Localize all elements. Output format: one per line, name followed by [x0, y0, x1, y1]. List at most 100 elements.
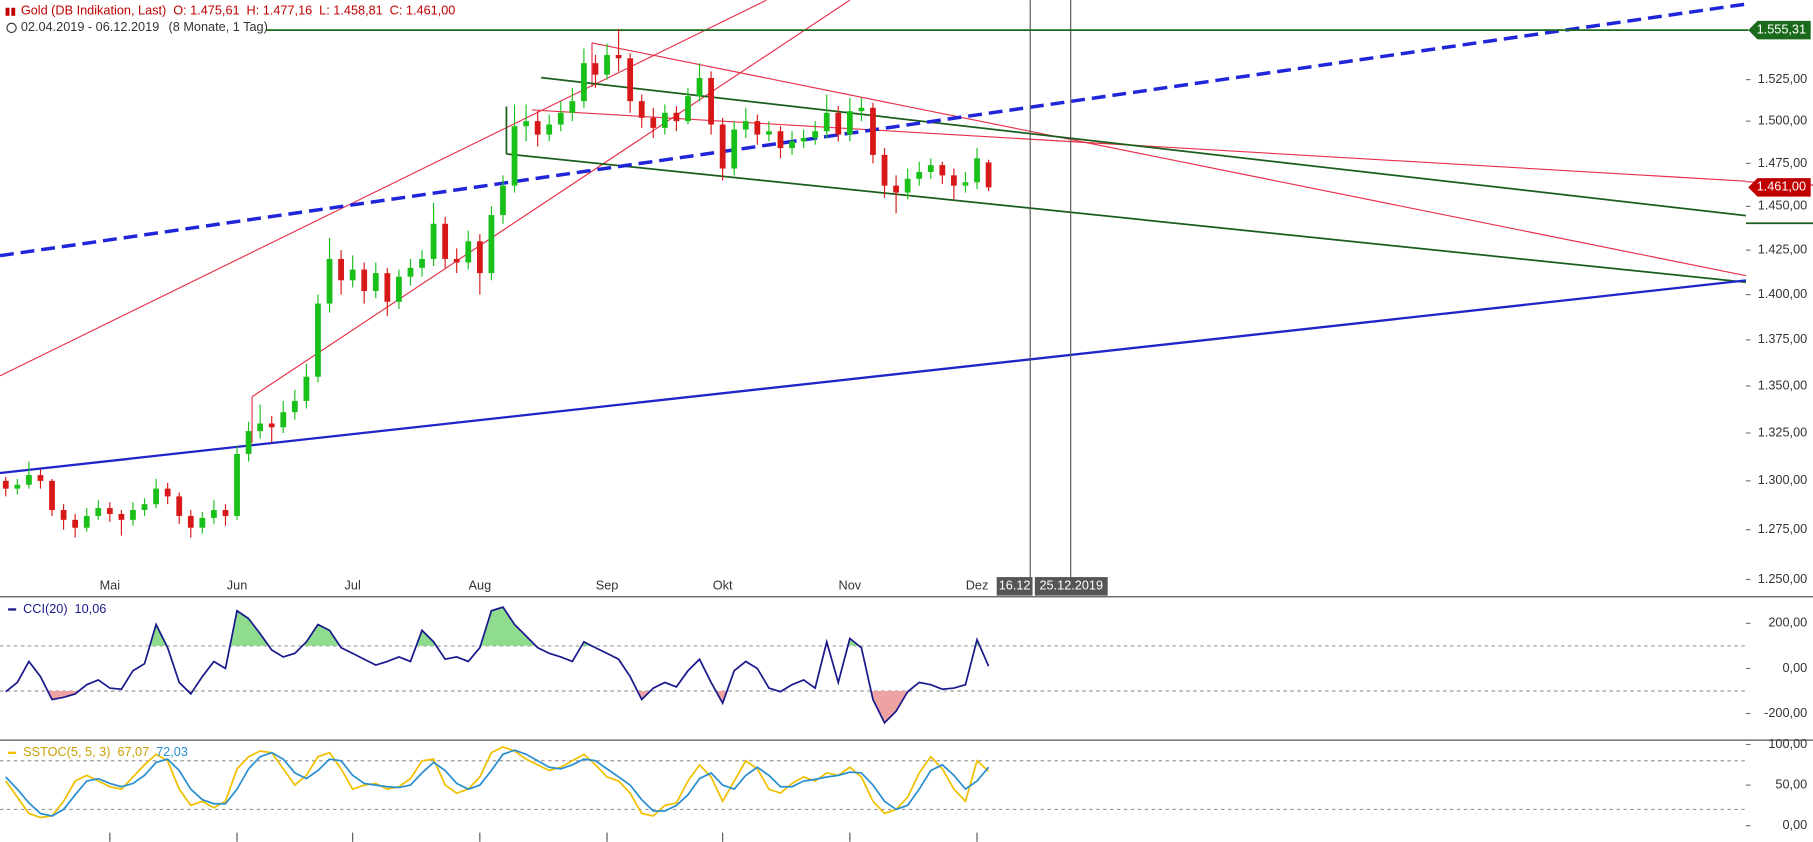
- price-tag-label: 1.555,31: [1757, 22, 1806, 37]
- candle-body: [130, 510, 136, 520]
- candle-body: [291, 400, 298, 413]
- candle-body: [754, 121, 761, 135]
- x-tick-label: Nov: [839, 578, 862, 593]
- candle-body: [141, 504, 148, 511]
- indicator-line: [5, 606, 990, 725]
- y-tick-label: 1.325,00: [1758, 424, 1807, 439]
- x-tick-label: Sep: [596, 578, 619, 593]
- candle-body: [49, 480, 55, 511]
- candle-body: [118, 513, 125, 520]
- candle-body: [476, 241, 483, 274]
- candle-body: [430, 223, 437, 259]
- candle-body: [650, 117, 657, 128]
- candle-body: [14, 484, 21, 489]
- trendline: [251, 0, 851, 398]
- candle-body: [453, 258, 460, 263]
- y-tick-label: 1.500,00: [1758, 113, 1807, 128]
- candle-body: [615, 55, 622, 59]
- candle-body: [72, 519, 79, 528]
- legend-label: SSTOC(5, 5, 3): [23, 744, 110, 759]
- candle-body: [465, 241, 472, 263]
- candle-body: [777, 131, 784, 149]
- candle-body: [696, 77, 703, 97]
- candle-body: [939, 165, 946, 176]
- price-tag: [1748, 20, 1811, 40]
- candle-body: [407, 267, 414, 277]
- y-tick-label: 1.300,00: [1758, 472, 1807, 487]
- candle-body: [303, 376, 310, 401]
- candle-body: [315, 303, 321, 377]
- candle-body: [974, 158, 980, 183]
- candle-body: [234, 453, 240, 516]
- candle-body: [106, 508, 113, 514]
- extreme-fill: [5, 690, 989, 723]
- candle-body: [904, 178, 911, 193]
- x-tick-label: Dez: [966, 578, 989, 593]
- candle-body: [627, 58, 634, 102]
- candle-body: [719, 124, 726, 169]
- header-icon: ▮▮: [5, 6, 16, 17]
- candle-body: [927, 165, 934, 172]
- candle-body: [592, 63, 599, 75]
- date-marker-box: [996, 577, 1033, 596]
- candle-body: [211, 510, 217, 518]
- period: (8 Monate, 1 Tag): [169, 19, 268, 34]
- candle-body: [511, 126, 518, 186]
- candle-body: [685, 96, 691, 122]
- candle-body: [858, 107, 865, 112]
- candle-body: [37, 475, 44, 481]
- candle-body: [199, 517, 206, 528]
- y-tick-label: 1.275,00: [1758, 521, 1807, 536]
- candle-body: [95, 508, 102, 516]
- y-tick-label: 1.425,00: [1758, 241, 1807, 256]
- candle-body: [153, 488, 159, 505]
- y-tick-label: 50,00: [1775, 776, 1807, 791]
- date-range: 02.04.2019 - 06.12.2019 (8 Monate, 1 Tag): [21, 19, 268, 34]
- subtitle: 02.04.2019 - 06.12.2019: [21, 19, 159, 34]
- candle-body: [870, 107, 876, 155]
- y-tick-label: 1.450,00: [1758, 198, 1807, 213]
- candle-body: [766, 131, 772, 135]
- candle-body: [349, 269, 356, 281]
- date-marker-label: 25.12.2019: [1039, 578, 1103, 593]
- candle-body: [187, 515, 194, 528]
- y-tick-label: 1.250,00: [1758, 571, 1807, 586]
- candle-body: [26, 475, 32, 485]
- candle-body: [83, 515, 90, 528]
- candle-body: [326, 258, 333, 304]
- x-tick-label: Mai: [100, 578, 120, 593]
- channel-line: [541, 76, 1746, 217]
- candle-body: [569, 101, 576, 113]
- candle-body: [245, 431, 252, 454]
- candle-body: [893, 185, 899, 193]
- trendline: [0, 0, 767, 377]
- candle-body: [604, 55, 610, 75]
- candle-body: [846, 111, 853, 135]
- candle-body: [222, 510, 229, 516]
- dashed-trendline: [0, 2, 1746, 258]
- candle-body: [372, 273, 379, 292]
- candle-body: [396, 276, 402, 302]
- candle-body: [500, 185, 506, 216]
- x-tick-label: Aug: [469, 578, 492, 593]
- ohlc-open: O: 1.475,61: [173, 3, 239, 18]
- candle-body: [823, 112, 830, 132]
- candle-body: [951, 175, 957, 186]
- candle-body: [280, 412, 287, 428]
- trendlines: [0, 0, 1746, 475]
- candle-body: [488, 215, 495, 274]
- candle-body: [800, 137, 807, 142]
- clock-icon: [6, 22, 17, 34]
- candle-body: [176, 496, 183, 516]
- candle-body: [534, 121, 541, 135]
- candle-body: [257, 423, 264, 432]
- y-tick-label: 1.475,00: [1758, 155, 1807, 170]
- candle-body: [164, 488, 171, 497]
- ohlc-high: H: 1.477,16: [247, 3, 313, 18]
- candle-body: [523, 121, 529, 127]
- candle-body: [742, 121, 749, 130]
- candle-body: [419, 258, 425, 268]
- ohlc-close: C: 1.461,00: [390, 3, 456, 18]
- candle-body: [812, 131, 819, 138]
